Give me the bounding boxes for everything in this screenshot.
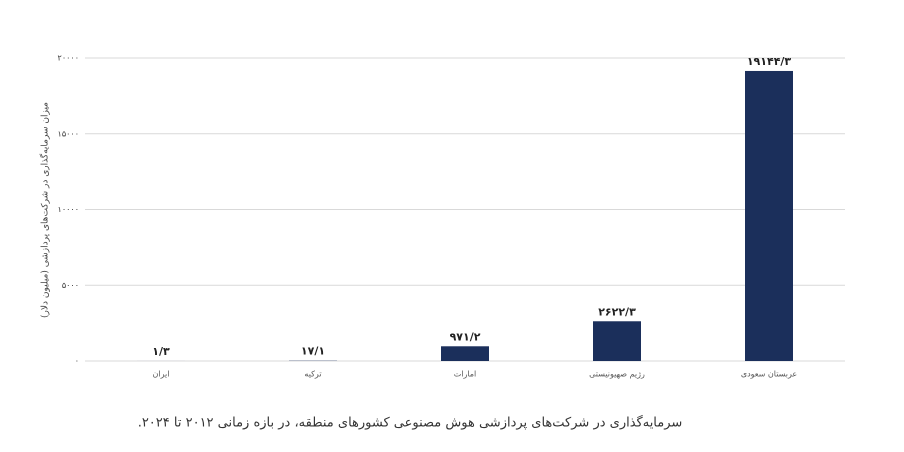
x-tick-label: امارات: [454, 370, 477, 379]
x-tick-label: عربستان سعودی: [741, 370, 797, 379]
y-axis-label: میزان سرمایه‌گذاری در شرکت‌های پردازشی (…: [39, 102, 51, 318]
caption: سرمایه‌گذاری در شرکت‌های پردازشی هوش مصن…: [138, 415, 683, 431]
y-tick-label: ۵۰۰۰: [62, 281, 79, 290]
bar: [593, 321, 641, 361]
value-label: ۹۷۱/۲: [450, 330, 481, 343]
value-label: ۱۷/۱: [301, 345, 325, 358]
y-tick-label: ۱۵۰۰۰: [58, 129, 79, 138]
x-tick-label: ترکیه: [304, 370, 321, 379]
y-tick-label: ۱۰۰۰۰: [58, 205, 79, 214]
value-label: ۱/۳: [152, 345, 170, 358]
bar: [441, 346, 489, 361]
value-label: ۱۹۱۴۴/۳: [747, 55, 792, 68]
x-tick-label: ایران: [153, 370, 170, 379]
bar: [745, 70, 793, 361]
y-tick-label: ۰: [75, 357, 79, 366]
y-tick-label: ۲۰۰۰۰: [58, 54, 79, 63]
x-tick-label: رژیم صهیونیستی: [589, 370, 645, 379]
value-label: ۲۶۲۲/۳: [598, 305, 636, 318]
